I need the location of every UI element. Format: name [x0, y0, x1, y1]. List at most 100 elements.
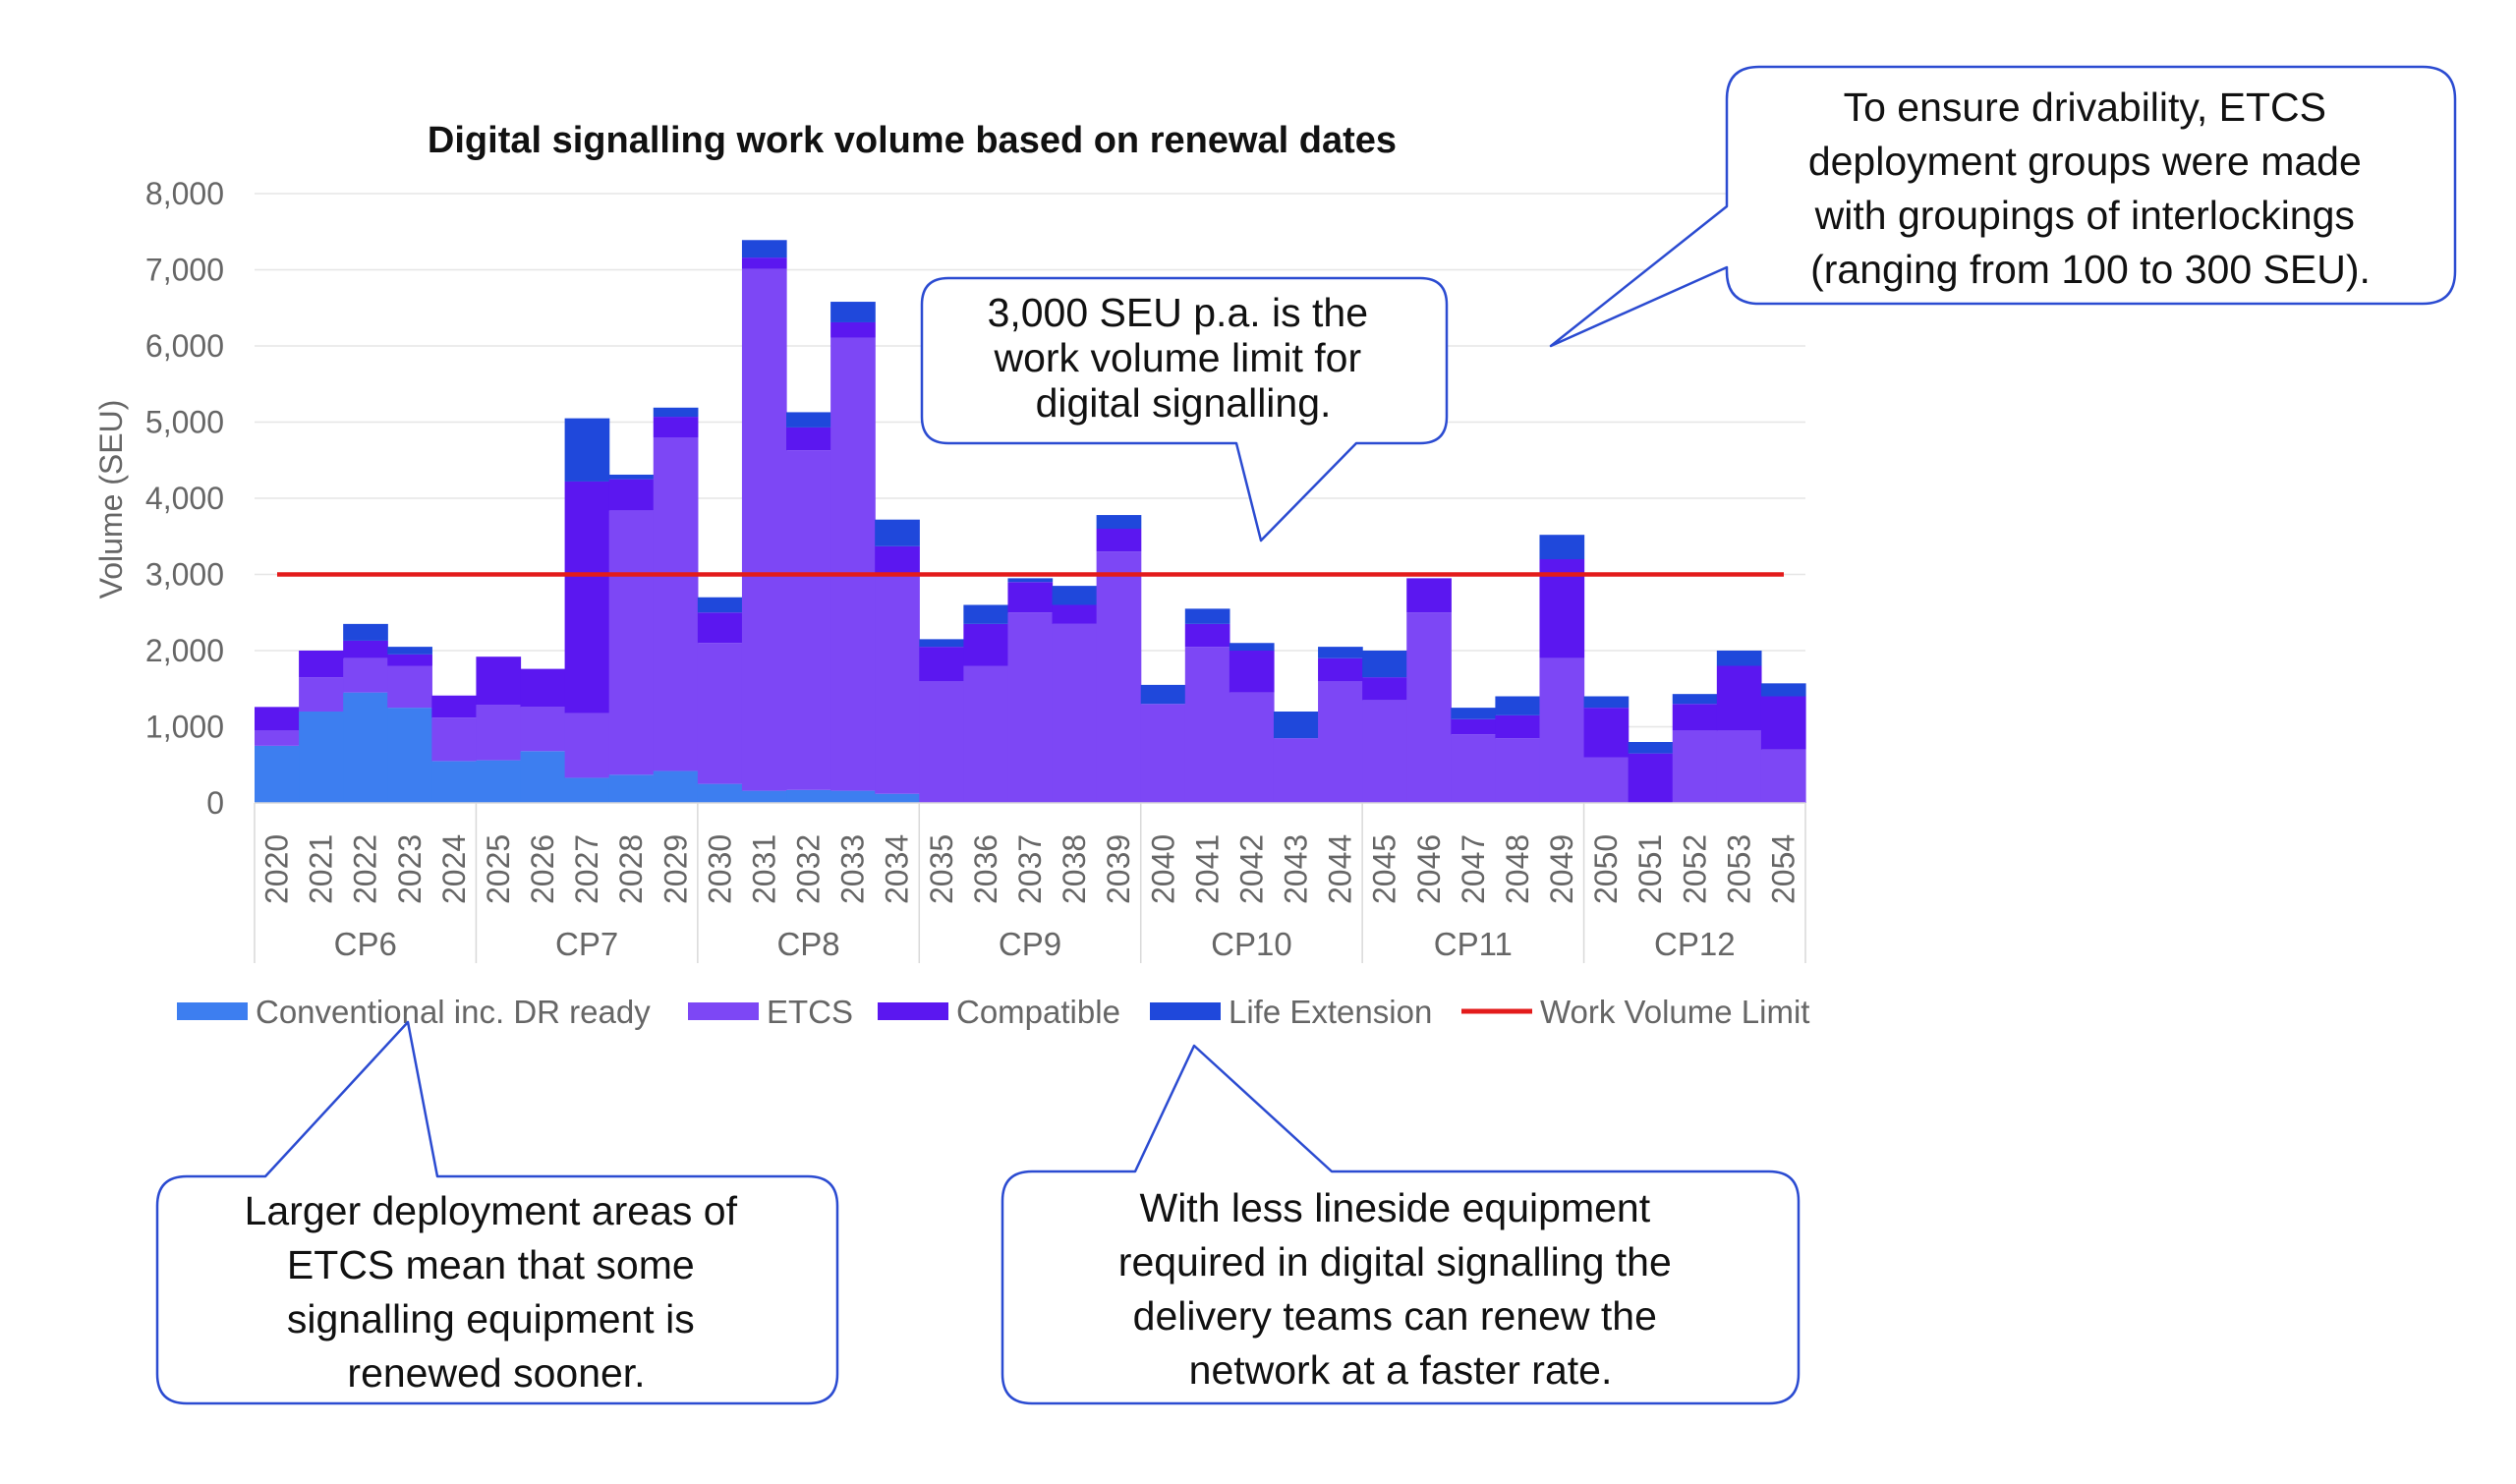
bar-segment — [1096, 551, 1142, 803]
bar-segment — [520, 707, 566, 752]
bar-segment — [1318, 647, 1363, 658]
bar-segment — [653, 771, 699, 803]
legend-swatch — [177, 1002, 248, 1020]
callout-drivability-bubble — [1549, 65, 2457, 348]
x-group-label: CP11 — [1434, 926, 1513, 962]
x-tick-label: 2054 — [1765, 834, 1801, 904]
bar-segment — [1672, 730, 1718, 803]
bar-segment — [963, 665, 1009, 803]
bar-segment — [1406, 578, 1452, 613]
bar-segment — [697, 597, 743, 613]
callout-work-volume-limit-line-2: work volume limit for — [993, 335, 1361, 380]
bar-segment — [830, 321, 876, 338]
callout-drivability-line-4: (ranging from 100 to 300 SEU). — [1810, 247, 2371, 292]
chart-title: Digital signalling work volume based on … — [428, 120, 1397, 161]
y-tick-label: 7,000 — [145, 253, 224, 288]
callout-deployment-areas: Larger deployment areas of ETCS mean tha… — [155, 1020, 839, 1405]
x-tick-label: 2050 — [1588, 834, 1624, 904]
callout-lineside-equipment-text: With less lineside equipment required in… — [1118, 1185, 1683, 1393]
x-tick-label: 2033 — [835, 834, 871, 904]
callout-deployment-areas-text: Larger deployment areas of ETCS mean tha… — [245, 1188, 749, 1396]
bar-segment — [1007, 612, 1054, 803]
x-tick-label: 2035 — [924, 834, 959, 904]
bar-segment — [875, 572, 920, 794]
bar-segment — [255, 707, 300, 731]
bar-segment — [564, 777, 610, 803]
x-tick-label: 2029 — [658, 834, 693, 904]
bar-segment — [1362, 677, 1407, 701]
bar-segment — [1583, 708, 1630, 758]
bar-segment — [741, 268, 787, 791]
bar-segment — [431, 761, 478, 803]
bar-segment — [1273, 712, 1319, 739]
x-tick-label: 2037 — [1012, 834, 1048, 904]
x-tick-label: 2030 — [702, 834, 737, 904]
bar-segment — [1672, 694, 1718, 705]
bar-segment — [653, 417, 699, 437]
x-tick-label: 2022 — [348, 834, 383, 904]
y-tick-label: 4,000 — [145, 481, 224, 516]
callout-lineside-equipment: With less lineside equipment required in… — [1001, 1044, 1801, 1405]
bar-segment — [1451, 708, 1496, 719]
bar-segment — [1495, 696, 1541, 715]
x-tick-label: 2046 — [1411, 834, 1447, 904]
bar-segment — [1451, 734, 1496, 803]
callout-work-volume-limit-line-3: digital signalling. — [1036, 380, 1332, 426]
x-tick-label: 2049 — [1544, 834, 1579, 904]
legend-label: Life Extension — [1229, 994, 1432, 1030]
bar-segment — [1760, 683, 1806, 697]
legend-swatch — [1150, 1002, 1221, 1020]
bar-segment — [1451, 718, 1496, 735]
x-group-label: CP8 — [776, 926, 839, 962]
callout-drivability-line-2: deployment groups were made — [1808, 139, 2362, 184]
bar-segment — [1716, 651, 1762, 666]
x-group-label: CP10 — [1211, 926, 1292, 962]
bar-segment — [1140, 684, 1186, 705]
callout-lineside-equipment-line-3: delivery teams can renew the — [1133, 1293, 1657, 1339]
x-tick-label: 2045 — [1367, 834, 1402, 904]
callout-lineside-equipment-bubble — [1001, 1044, 1801, 1405]
bar-segment — [786, 450, 831, 790]
callout-lineside-equipment-line-4: network at a faster rate. — [1189, 1347, 1613, 1393]
x-tick-label: 2026 — [525, 834, 560, 904]
bar-segment — [653, 407, 699, 418]
bar-segment — [1140, 704, 1186, 803]
bar-segment — [431, 695, 478, 718]
x-tick-label: 2032 — [791, 834, 827, 904]
bar-segment — [608, 474, 655, 480]
x-tick-label: 2041 — [1189, 834, 1225, 904]
bar-segment — [741, 790, 787, 803]
bar-segment — [875, 793, 920, 803]
bar-segment — [343, 692, 388, 803]
callout-drivability: To ensure drivability, ETCS deployment g… — [1549, 65, 2457, 348]
bar-segment — [255, 745, 300, 803]
callout-drivability-text: To ensure drivability, ETCS deployment g… — [1808, 85, 2373, 292]
bar-segment — [1583, 696, 1630, 709]
y-tick-label: 2,000 — [145, 633, 224, 668]
legend-label: Conventional inc. DR ready — [256, 994, 651, 1030]
callout-work-volume-limit-bubble — [920, 276, 1449, 542]
callout-lineside-equipment-line-2: required in digital signalling the — [1118, 1239, 1672, 1284]
callout-lineside-equipment-line-1: With less lineside equipment — [1140, 1185, 1651, 1230]
bar-segment — [387, 665, 432, 709]
callout-drivability-line-3: with groupings of interlockings — [1814, 193, 2355, 238]
bar-segment — [343, 623, 388, 641]
bar-segment — [653, 437, 699, 771]
callout-drivability-line-1: To ensure drivability, ETCS — [1844, 85, 2326, 130]
callout-deployment-areas-line-3: signalling equipment is — [287, 1296, 695, 1341]
bar-segment — [697, 612, 743, 644]
bar-segment — [1229, 692, 1275, 803]
bar-segment — [608, 510, 655, 775]
bar-segment — [1007, 578, 1054, 583]
bar-segment — [1362, 651, 1407, 678]
x-group-label: CP12 — [1654, 926, 1736, 962]
bar-segment — [697, 643, 743, 784]
x-tick-label: 2039 — [1101, 834, 1136, 904]
bar-segment — [1539, 657, 1585, 803]
callout-deployment-areas-bubble — [155, 1020, 839, 1405]
bar-segment — [830, 302, 876, 322]
bar-segment — [830, 337, 876, 791]
callout-work-volume-limit-line-1: 3,000 SEU p.a. is the — [988, 290, 1368, 335]
bar-segment — [564, 713, 610, 778]
